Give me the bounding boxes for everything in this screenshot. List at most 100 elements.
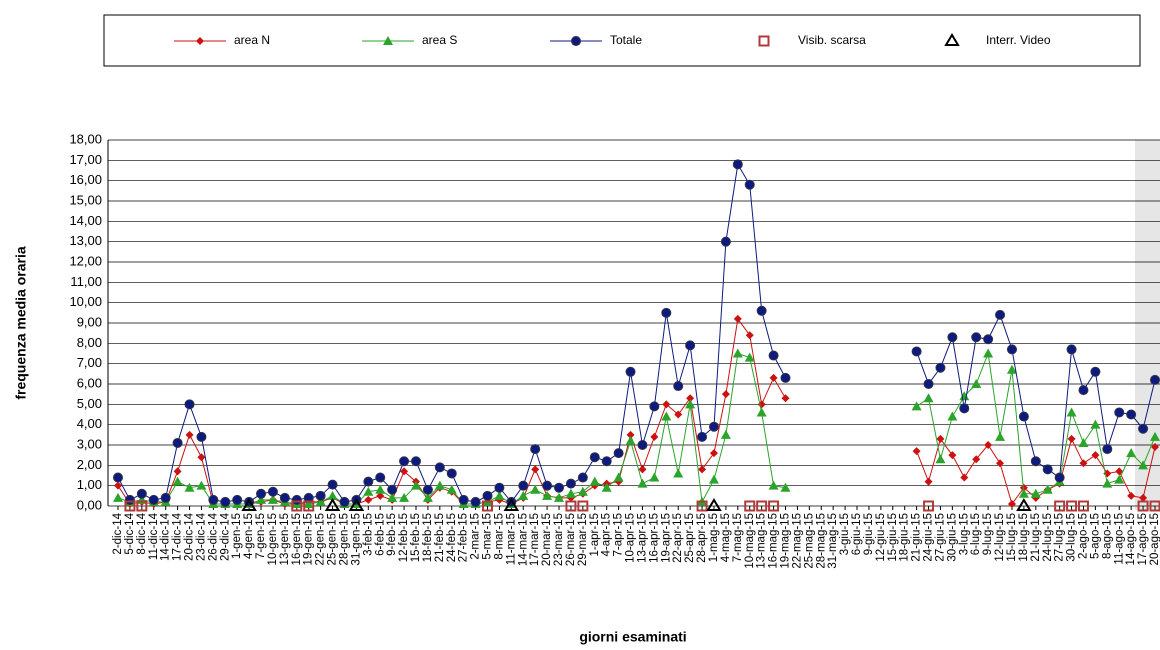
data-point bbox=[518, 480, 529, 491]
y-tick-label: 18,00 bbox=[69, 131, 102, 146]
y-tick-label: 10,00 bbox=[69, 294, 102, 309]
data-point bbox=[291, 494, 302, 505]
y-tick-label: 14,00 bbox=[69, 213, 102, 228]
data-point bbox=[434, 480, 445, 490]
data-point bbox=[554, 492, 565, 502]
data-point bbox=[375, 484, 386, 494]
x-tick-label: 13-mag-15 bbox=[756, 513, 768, 569]
data-point bbox=[363, 486, 374, 496]
data-point bbox=[1007, 499, 1016, 508]
data-point bbox=[1054, 472, 1065, 483]
data-point bbox=[554, 482, 565, 493]
x-tick-label: 27-feb-15 bbox=[458, 513, 470, 562]
x-tick-label: 11-dic-14 bbox=[148, 512, 160, 560]
data-point bbox=[446, 484, 457, 494]
x-tick-label: 21-feb-15 bbox=[434, 513, 446, 562]
data-point bbox=[400, 467, 409, 476]
data-point bbox=[1102, 478, 1113, 488]
data-point bbox=[542, 490, 553, 500]
x-tick-label: 16-apr-15 bbox=[648, 513, 660, 563]
data-point bbox=[303, 498, 314, 508]
data-point bbox=[1090, 419, 1101, 429]
data-point bbox=[706, 498, 722, 511]
data-point bbox=[947, 332, 958, 343]
y-tick-label: 13,00 bbox=[69, 233, 102, 248]
data-point bbox=[744, 179, 755, 190]
data-point bbox=[577, 472, 588, 483]
x-tick-label: 31-gen-15 bbox=[350, 513, 362, 565]
data-point bbox=[197, 453, 206, 462]
y-tick-label: 15,00 bbox=[69, 192, 102, 207]
data-point bbox=[1018, 411, 1029, 422]
data-point bbox=[422, 484, 433, 495]
data-point bbox=[124, 500, 136, 512]
data-point bbox=[1150, 374, 1160, 385]
data-point bbox=[399, 492, 410, 502]
data-point bbox=[494, 482, 505, 493]
data-point bbox=[196, 480, 207, 490]
data-point bbox=[256, 488, 267, 499]
x-tick-label: 25-mag-15 bbox=[803, 513, 815, 569]
data-point bbox=[613, 448, 624, 459]
data-point bbox=[769, 373, 778, 382]
data-point bbox=[1115, 467, 1124, 476]
x-tick-label: 28-gen-15 bbox=[339, 513, 351, 565]
x-tick-label: 17-dic-14 bbox=[172, 512, 184, 561]
x-tick-label: 13-apr-15 bbox=[636, 513, 648, 563]
data-point bbox=[780, 372, 791, 383]
x-tick-label: 1-mag-15 bbox=[708, 513, 720, 562]
data-point bbox=[1139, 493, 1148, 502]
y-tick-label: 11,00 bbox=[70, 274, 102, 289]
data-point bbox=[470, 496, 481, 507]
data-point bbox=[745, 331, 754, 340]
data-point bbox=[959, 391, 970, 401]
data-point bbox=[1127, 491, 1136, 500]
data-point bbox=[1030, 488, 1041, 498]
data-point bbox=[959, 403, 970, 414]
data-point bbox=[327, 490, 338, 500]
x-tick-label: 18-giu-15 bbox=[899, 513, 911, 562]
data-point bbox=[434, 462, 445, 473]
x-tick-label: 8-mar-15 bbox=[493, 513, 505, 560]
data-point bbox=[589, 476, 600, 486]
x-tick-label: 6-feb-15 bbox=[374, 513, 386, 556]
legend-marker bbox=[196, 37, 204, 45]
x-tick-label: 14-ago-15 bbox=[1125, 513, 1137, 565]
data-point bbox=[339, 496, 350, 507]
data-point bbox=[995, 309, 1006, 320]
series-line bbox=[117, 351, 1156, 505]
x-tick-label: 10-gen-15 bbox=[267, 513, 279, 565]
data-point bbox=[638, 465, 647, 474]
data-point bbox=[697, 431, 708, 442]
data-point bbox=[720, 236, 731, 247]
data-point bbox=[577, 486, 588, 496]
data-point bbox=[935, 362, 946, 373]
data-point bbox=[1102, 444, 1113, 455]
data-point bbox=[923, 393, 934, 403]
x-tick-label: 6-lug-15 bbox=[970, 513, 982, 555]
data-point bbox=[601, 456, 612, 467]
data-point bbox=[303, 500, 315, 512]
data-point bbox=[924, 477, 933, 486]
data-point bbox=[709, 449, 718, 458]
data-point bbox=[291, 500, 303, 512]
data-point bbox=[494, 490, 505, 500]
data-point bbox=[971, 332, 982, 343]
x-tick-label: 9-lug-15 bbox=[982, 513, 994, 555]
x-tick-label: 12-feb-15 bbox=[398, 513, 410, 562]
x-tick-label: 19-mag-15 bbox=[780, 513, 792, 569]
data-point bbox=[1016, 498, 1032, 511]
data-point bbox=[780, 482, 791, 492]
data-point bbox=[708, 474, 719, 484]
legend-marker bbox=[571, 36, 581, 46]
data-point bbox=[518, 490, 529, 500]
x-tick-label: 7-apr-15 bbox=[613, 513, 625, 556]
data-point bbox=[446, 468, 457, 479]
data-point bbox=[196, 431, 207, 442]
data-point bbox=[1066, 500, 1078, 512]
data-point bbox=[376, 491, 385, 500]
x-tick-label: 8-ago-15 bbox=[1101, 513, 1113, 559]
x-tick-label: 1-gen-15 bbox=[231, 513, 243, 559]
data-point bbox=[184, 482, 195, 492]
